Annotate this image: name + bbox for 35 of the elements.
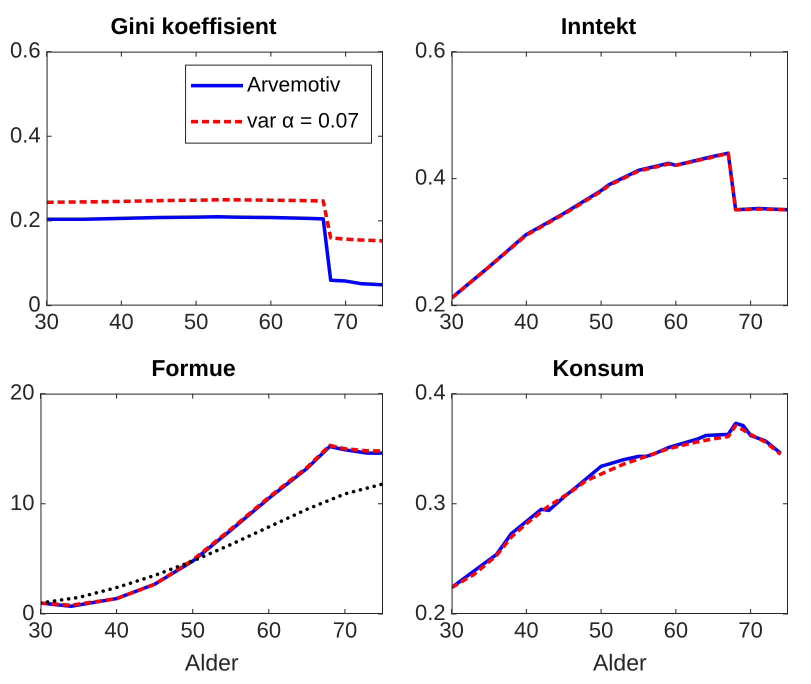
- x-tick-label: 70: [738, 617, 763, 642]
- x-tick-label: 60: [256, 617, 282, 642]
- line-series: [46, 198, 383, 243]
- line-series: [40, 482, 383, 605]
- legend-label: var α = 0.07: [247, 109, 359, 132]
- x-axis-title: Alder: [592, 650, 647, 676]
- y-tick-label: 0.6: [414, 38, 446, 63]
- y-tick-label: 0.3: [414, 490, 446, 515]
- y-tick-label: 0.2: [10, 206, 41, 232]
- chart-title: Inntekt: [560, 13, 637, 40]
- y-tick-label: 0.4: [414, 164, 446, 190]
- x-tick-label: 40: [514, 617, 539, 642]
- x-tick-label: 50: [588, 617, 614, 642]
- x-tick-label: 60: [664, 617, 688, 642]
- legend-label: Arvemotiv: [247, 73, 341, 96]
- x-tick-label: 50: [588, 308, 614, 334]
- x-tick-label: 60: [664, 308, 688, 334]
- x-tick-label: 70: [738, 308, 763, 334]
- chart-title: Gini koeffisient: [110, 13, 277, 40]
- x-axis-title: Alder: [184, 650, 239, 676]
- y-tick-label: 20: [10, 380, 34, 405]
- y-tick-label: 0.4: [10, 122, 41, 148]
- y-tick-label: 0.6: [10, 38, 41, 63]
- y-tick-label: 0.4: [414, 380, 446, 405]
- x-tick-label: 50: [184, 308, 208, 334]
- x-tick-label: 40: [109, 308, 134, 334]
- chart-title: Konsum: [552, 355, 644, 382]
- x-tick-label: 40: [104, 617, 129, 642]
- x-tick-label: 50: [180, 617, 205, 642]
- x-tick-label: 70: [333, 308, 358, 334]
- x-tick-label: 70: [332, 617, 358, 642]
- y-tick-label: 10: [10, 490, 34, 515]
- x-tick-label: 60: [258, 308, 284, 334]
- chart-title: Formue: [151, 355, 236, 382]
- x-tick-label: 40: [514, 308, 539, 334]
